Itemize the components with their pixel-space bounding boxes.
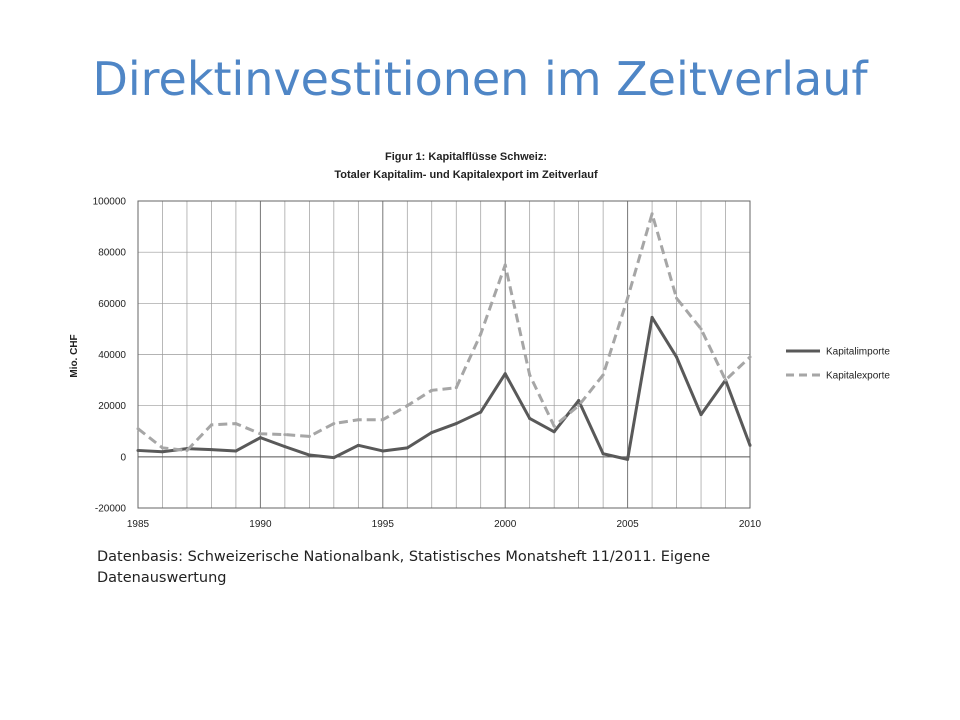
y-tick-label: 60000 [98, 299, 126, 310]
data-point-kapitalimporte [479, 410, 483, 414]
data-point-kapitalimporte [283, 445, 287, 449]
y-axis-label: Mio. CHF [69, 334, 80, 377]
y-tick-label: 100000 [93, 197, 127, 208]
data-point-kapitalexporte [332, 422, 336, 426]
data-point-kapitalexporte [307, 434, 311, 438]
chart-title: Figur 1: Kapitalflüsse Schweiz: [385, 151, 547, 163]
data-point-kapitalimporte [430, 431, 434, 435]
data-point-kapitalexporte [675, 296, 679, 300]
data-point-kapitalimporte [332, 456, 336, 460]
plot-area-border [137, 200, 751, 509]
chart-legend: Kapitalimporte Kapitalexporte [786, 347, 890, 382]
data-point-kapitalimporte [209, 448, 213, 452]
chart-grid [137, 200, 751, 509]
data-point-kapitalimporte [577, 399, 581, 403]
data-point-kapitalimporte [748, 443, 752, 447]
x-tick-label: 1985 [127, 519, 150, 530]
data-point-kapitalimporte [381, 449, 385, 453]
data-point-kapitalimporte [528, 416, 532, 420]
source-caption: Datenbasis: Schweizerische Nationalbank,… [97, 549, 711, 586]
data-point-kapitalexporte [405, 404, 409, 408]
data-point-kapitalimporte [626, 457, 630, 461]
data-point-kapitalimporte [699, 413, 703, 417]
chart-series [136, 212, 752, 461]
legend-label: Kapitalexporte [826, 371, 890, 382]
data-point-kapitalexporte [699, 327, 703, 331]
data-point-kapitalimporte [552, 430, 556, 434]
data-point-kapitalexporte [136, 427, 140, 431]
data-point-kapitalexporte [552, 424, 556, 428]
y-tick-label: -20000 [95, 504, 127, 515]
data-point-kapitalimporte [675, 355, 679, 359]
data-point-kapitalimporte [234, 449, 238, 453]
data-point-kapitalimporte [160, 450, 164, 454]
data-point-kapitalexporte [626, 296, 630, 300]
chart-subtitle: Totaler Kapitalim- und Kapitalexport im … [334, 169, 598, 181]
data-point-kapitalexporte [479, 332, 483, 336]
x-axis-ticks: 1985 1990 1995 2000 2005 2010 [127, 519, 762, 530]
data-point-kapitalexporte [748, 355, 752, 359]
data-point-kapitalexporte [234, 422, 238, 426]
series-line-kapitalexporte [137, 212, 752, 452]
y-tick-label: 20000 [98, 401, 126, 412]
data-point-kapitalexporte [601, 373, 605, 377]
data-point-kapitalexporte [528, 373, 532, 377]
series-line-kapitalimporte [137, 315, 752, 461]
data-point-kapitalexporte [577, 404, 581, 408]
line-chart: Figur 1: Kapitalflüsse Schweiz: Totaler … [69, 151, 890, 530]
data-point-kapitalimporte [503, 372, 507, 376]
data-point-kapitalimporte [650, 315, 654, 319]
y-tick-label: 80000 [98, 248, 126, 259]
data-point-kapitalexporte [283, 433, 287, 437]
data-point-kapitalimporte [405, 446, 409, 450]
y-tick-label: 0 [120, 452, 126, 463]
data-point-kapitalimporte [601, 452, 605, 456]
y-axis-ticks: 100000 80000 60000 40000 20000 0 -20000 [93, 197, 127, 515]
data-point-kapitalexporte [258, 432, 262, 436]
data-point-kapitalimporte [307, 453, 311, 457]
data-point-kapitalexporte [381, 418, 385, 422]
data-point-kapitalexporte [503, 263, 507, 267]
data-point-kapitalimporte [356, 443, 360, 447]
legend-label: Kapitalimporte [826, 347, 890, 358]
y-tick-label: 40000 [98, 350, 126, 361]
x-tick-label: 1995 [372, 519, 395, 530]
data-point-kapitalexporte [650, 212, 654, 216]
slide-title: Direktinvestitionen im Zeitverlauf [92, 52, 868, 106]
x-tick-label: 2010 [739, 519, 762, 530]
data-point-kapitalexporte [160, 446, 164, 450]
x-tick-label: 2000 [494, 519, 517, 530]
data-point-kapitalimporte [136, 448, 140, 452]
x-tick-label: 1990 [249, 519, 272, 530]
data-point-kapitalimporte [454, 422, 458, 426]
x-tick-label: 2005 [616, 519, 639, 530]
data-point-kapitalexporte [209, 423, 213, 427]
data-point-kapitalexporte [454, 386, 458, 390]
data-point-kapitalexporte [724, 378, 728, 382]
data-point-kapitalexporte [430, 388, 434, 392]
data-point-kapitalexporte [185, 448, 189, 452]
data-point-kapitalimporte [258, 436, 262, 440]
data-point-kapitalexporte [356, 418, 360, 422]
